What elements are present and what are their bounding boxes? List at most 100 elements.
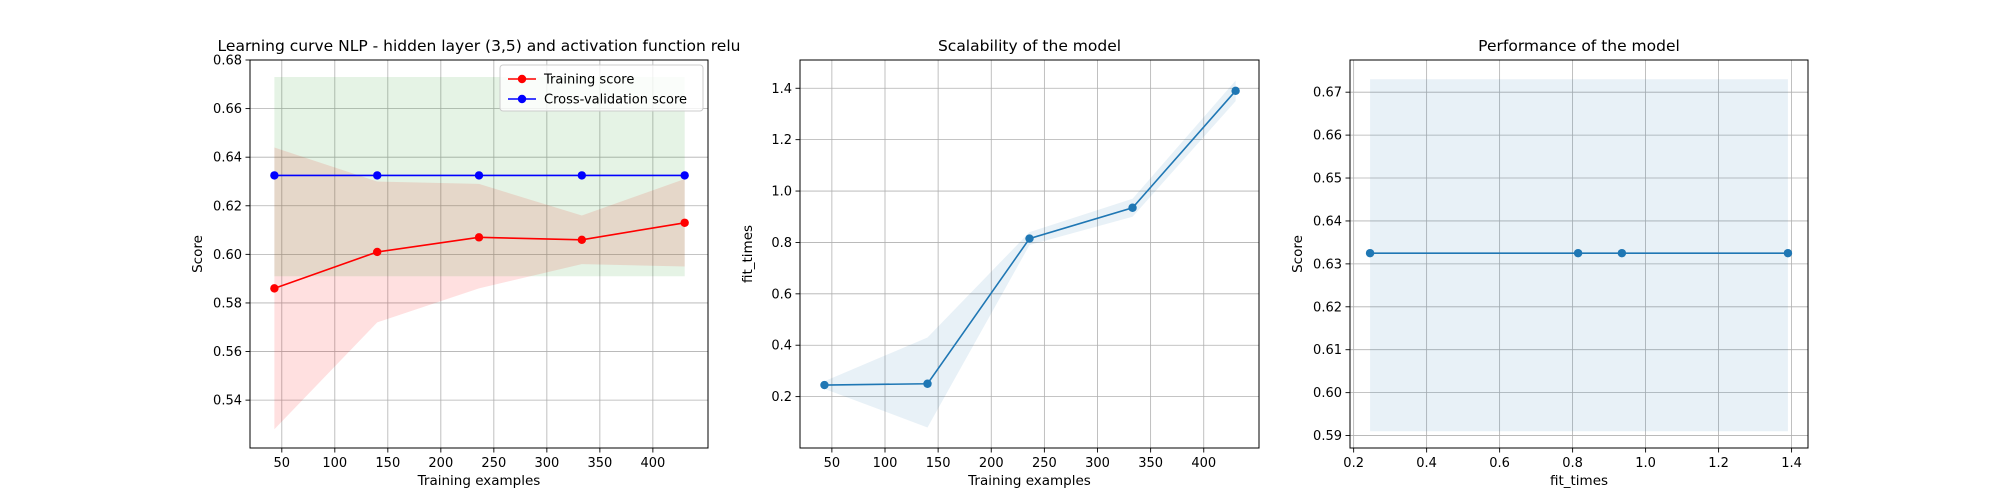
x-tick-label: 250 <box>1032 456 1057 471</box>
data-point <box>680 218 689 227</box>
data-point <box>1128 203 1137 212</box>
y-axis-label: Score <box>190 235 206 273</box>
y-tick-label: 0.67 <box>1313 86 1342 101</box>
panel-performance: 0.2 0.4 0.6 0.8 1.0 1.2 1.4 0.590.600.610.620.… <box>1290 37 1809 489</box>
x-tick-label: 100 <box>873 456 898 471</box>
x-tick-label: 0.2 <box>1343 456 1364 471</box>
confidence-band <box>824 80 1236 428</box>
data-point <box>270 284 279 293</box>
y-tick-label: 0.54 <box>213 394 242 409</box>
data-point <box>373 171 382 180</box>
y-tick-label: 0.58 <box>213 296 242 311</box>
x-axis-ticks: 50 100 150 200 250 300 350 400 <box>274 448 665 471</box>
x-tick-label: 400 <box>1191 456 1216 471</box>
grid-lines <box>250 59 708 448</box>
chart-title: Learning curve NLP - hidden layer (3,5) … <box>218 37 741 55</box>
legend-label-cross-validation: Cross-validation score <box>544 93 687 108</box>
y-tick-label: 0.68 <box>213 54 242 69</box>
series-points <box>1365 248 1793 258</box>
x-axis-ticks: 0.2 0.4 0.6 0.8 1.0 1.2 1.4 <box>1343 448 1802 471</box>
data-point <box>1231 86 1240 96</box>
x-tick-label: 50 <box>274 456 291 471</box>
x-axis-label: fit_times <box>1550 473 1608 489</box>
axes-frame <box>799 59 1260 449</box>
y-tick-label: 1.4 <box>771 82 792 97</box>
panel-learning-curve: 50 100 150 200 250 300 350 400 0.54 0.56 0.58 0.60… <box>190 37 740 489</box>
x-tick-label: 1.4 <box>1781 456 1802 471</box>
y-tick-label: 1.2 <box>771 133 792 148</box>
data-point <box>270 171 279 180</box>
data-point <box>680 171 689 180</box>
y-tick-label: 0.59 <box>1313 429 1342 444</box>
y-tick-label: 0.2 <box>771 390 792 405</box>
chart-title: Performance of the model <box>1478 37 1680 55</box>
y-tick-label: 0.56 <box>213 345 242 360</box>
y-axis-label: fit_times <box>740 225 756 283</box>
grid-lines <box>1350 60 1808 448</box>
data-point <box>1365 248 1375 258</box>
x-axis-ticks: 50 100 150 200 250 300 350 400 <box>824 448 1216 471</box>
x-tick-label: 0.8 <box>1562 456 1583 471</box>
y-tick-label: 0.62 <box>1313 300 1342 315</box>
y-tick-label: 0.66 <box>1313 129 1342 144</box>
data-point <box>820 380 829 390</box>
data-point <box>474 233 484 242</box>
x-tick-label: 0.4 <box>1416 456 1437 471</box>
confidence-band <box>274 147 685 430</box>
data-point <box>1025 234 1034 243</box>
series-points <box>820 86 1240 390</box>
confidence-bands <box>824 80 1236 428</box>
y-tick-label: 0.64 <box>213 151 242 166</box>
legend-marker-training <box>517 74 527 84</box>
data-point <box>1573 248 1583 258</box>
y-axis-label: Score <box>1290 235 1306 273</box>
x-tick-label: 350 <box>587 456 612 471</box>
data-point <box>577 171 587 180</box>
chart-title: Scalability of the model <box>938 37 1121 55</box>
x-tick-label: 400 <box>640 456 665 471</box>
data-point <box>923 379 932 388</box>
y-tick-label: 0.62 <box>213 199 242 214</box>
x-tick-label: 200 <box>428 456 453 471</box>
x-tick-label: 0.6 <box>1489 456 1510 471</box>
x-tick-label: 150 <box>375 456 400 471</box>
legend-label-training: Training score <box>543 73 634 88</box>
y-tick-label: 0.65 <box>1313 172 1342 187</box>
y-tick-label: 0.4 <box>771 339 792 354</box>
panel-scalability: 50 100 150 200 250 300 350 400 0.2 0.4 0.6 0.8 1.0 1… <box>740 37 1260 489</box>
y-tick-label: 0.66 <box>213 102 242 117</box>
x-tick-label: 300 <box>534 456 559 471</box>
y-tick-label: 1.0 <box>771 185 792 200</box>
x-axis-label: Training examples <box>967 473 1091 489</box>
data-point <box>1783 248 1793 258</box>
x-tick-label: 150 <box>926 456 951 471</box>
data-point <box>474 171 484 180</box>
y-tick-label: 0.64 <box>1313 214 1342 229</box>
axes-frame <box>1349 59 1809 449</box>
y-tick-label: 0.63 <box>1313 257 1342 272</box>
x-tick-label: 350 <box>1138 456 1163 471</box>
data-point <box>577 235 587 244</box>
y-tick-label: 0.60 <box>1313 386 1342 401</box>
x-tick-label: 250 <box>481 456 506 471</box>
x-tick-label: 50 <box>824 456 841 471</box>
data-point <box>373 247 382 257</box>
x-tick-label: 100 <box>322 456 347 471</box>
legend: Training score Cross-validation score <box>499 64 704 112</box>
y-tick-label: 0.8 <box>771 236 792 251</box>
y-tick-label: 0.6 <box>771 287 792 302</box>
data-point <box>1617 248 1627 258</box>
x-tick-label: 300 <box>1085 456 1110 471</box>
y-axis-ticks: 0.2 0.4 0.6 0.8 1.0 1.2 1.4 <box>771 82 800 405</box>
series-points <box>270 171 689 293</box>
x-axis-label: Training examples <box>417 473 541 489</box>
y-axis-ticks: 0.54 0.56 0.58 0.60 0.62 0.64 0.66 0.68 <box>213 54 250 409</box>
y-axis-ticks: 0.59 0.60 0.61 0.62 0.63 0.64 0.65 0.66 0.67 <box>1313 86 1350 444</box>
y-tick-label: 0.60 <box>213 248 242 263</box>
x-tick-label: 1.2 <box>1708 456 1729 471</box>
x-tick-label: 200 <box>979 456 1004 471</box>
legend-marker-cross-validation <box>517 94 527 104</box>
x-tick-label: 1.0 <box>1635 456 1656 471</box>
